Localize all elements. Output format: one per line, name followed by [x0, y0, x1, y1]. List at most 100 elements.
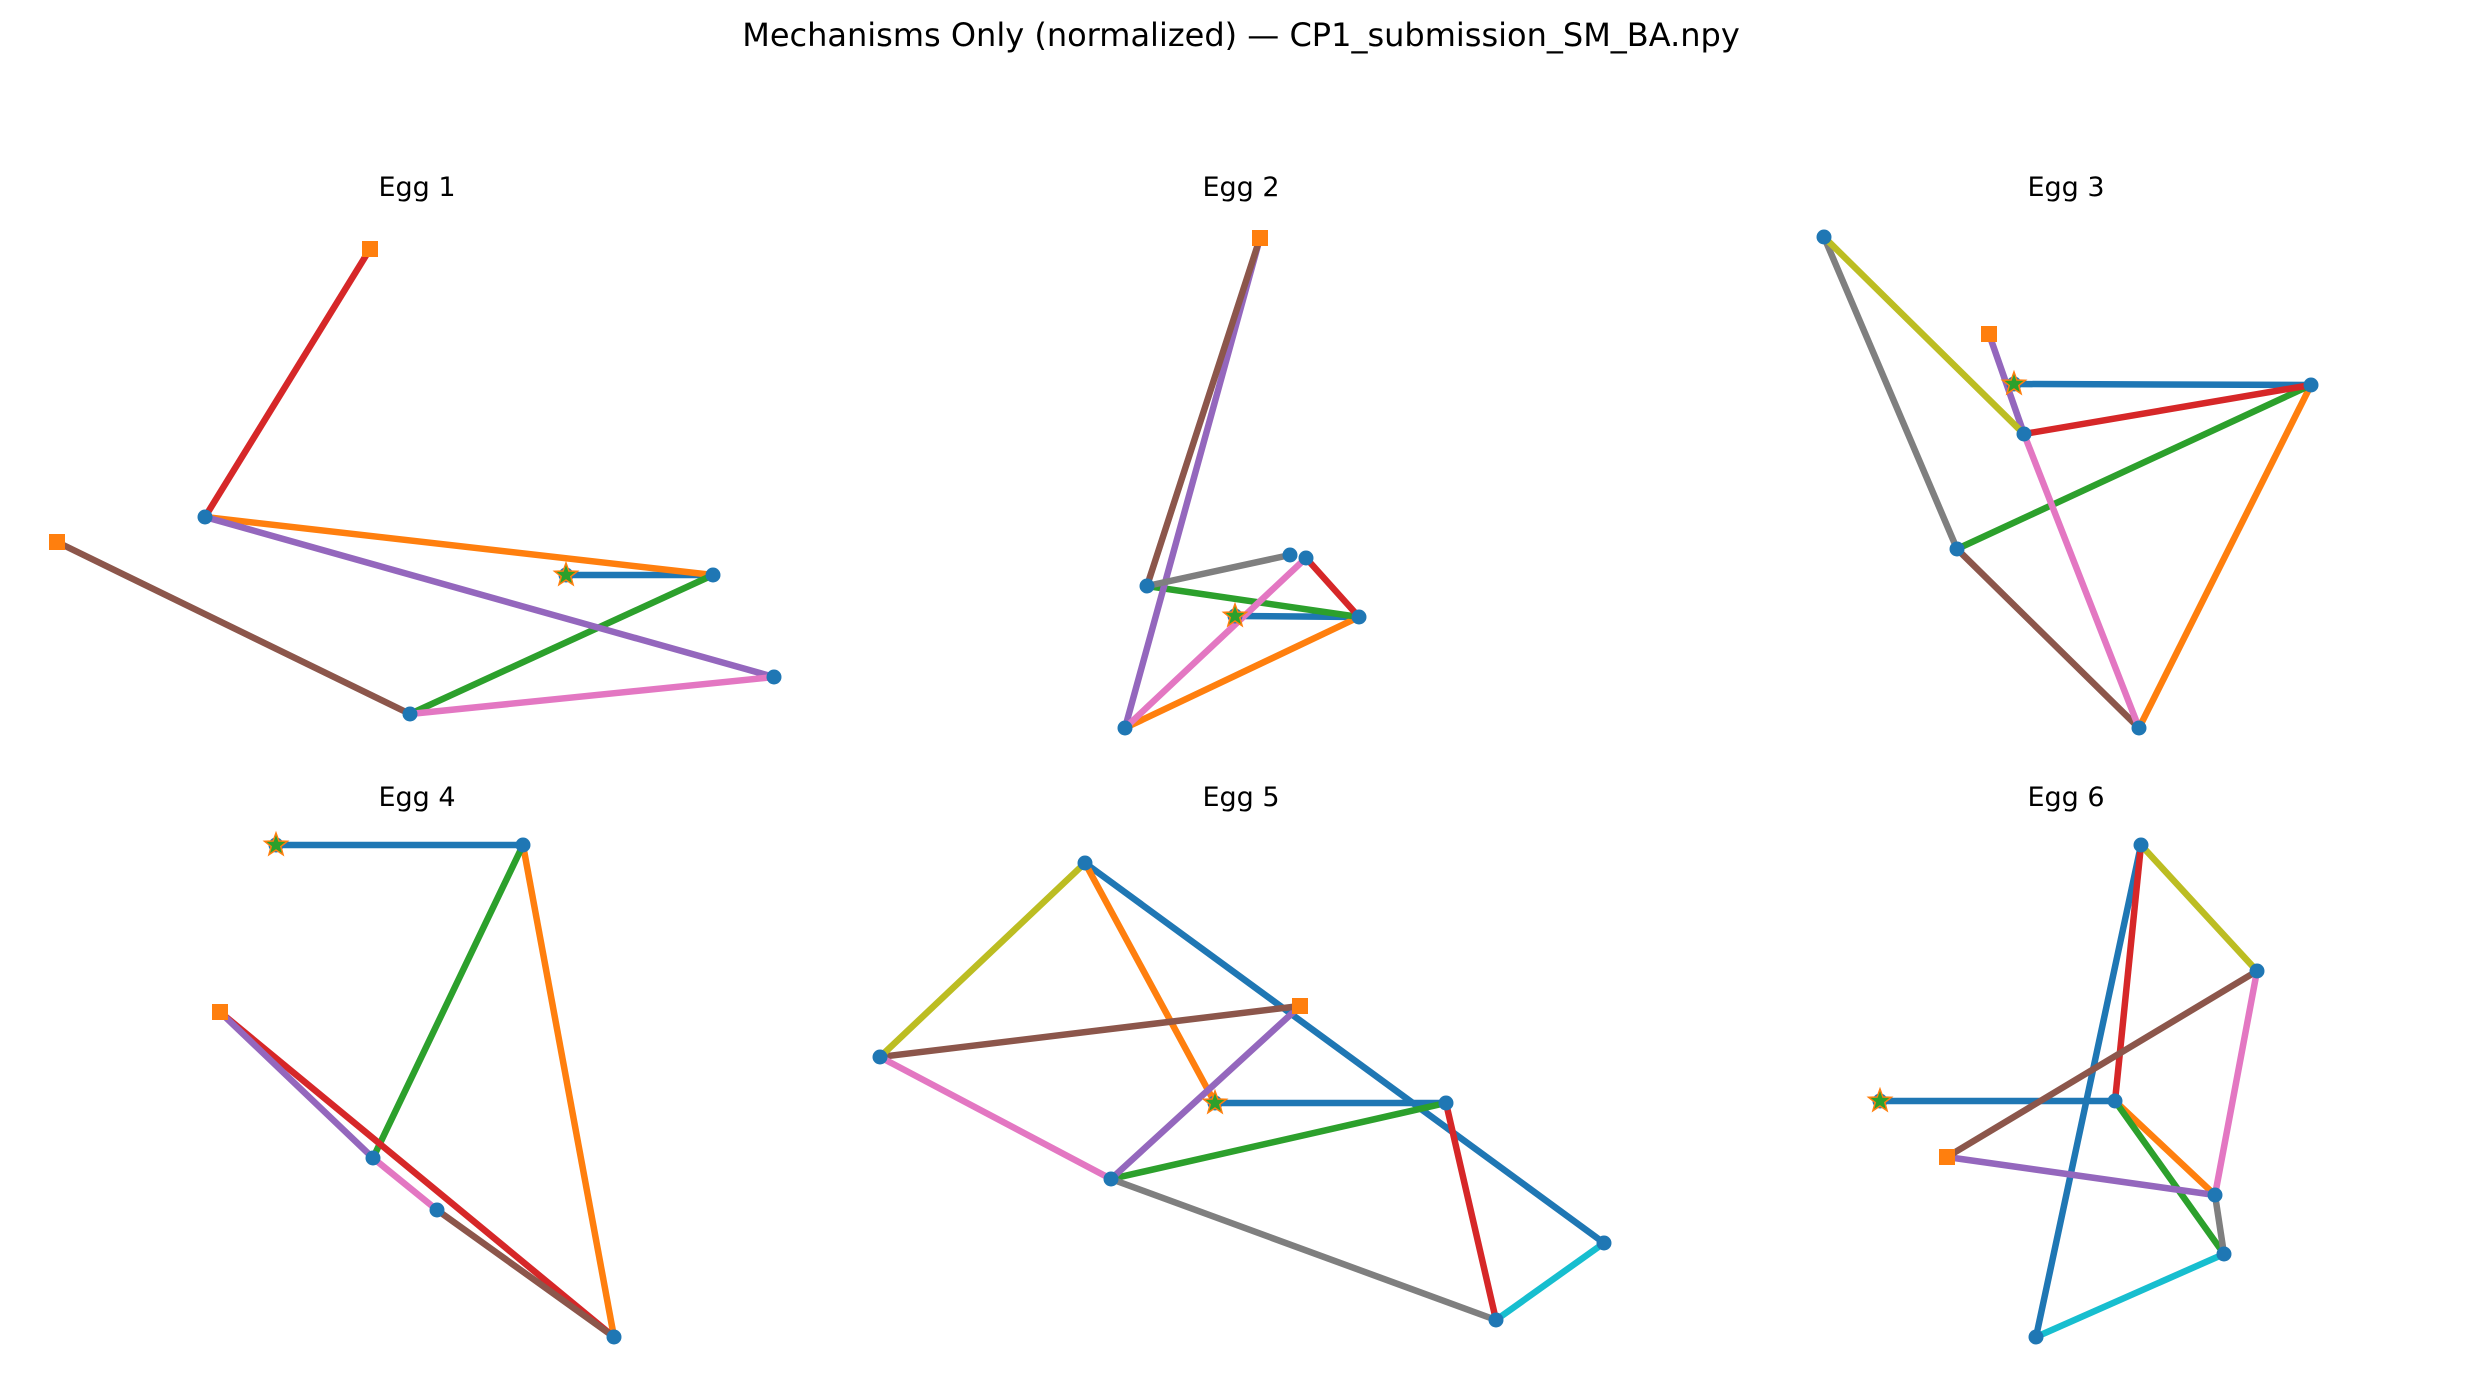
panel-egg-2: Egg 2 — [1117, 172, 1367, 736]
link-bar — [519, 844, 618, 1338]
link-bar — [878, 1054, 1113, 1182]
link-bar — [435, 1207, 616, 1340]
joint-marker — [2216, 1246, 2232, 1262]
joint-marker — [429, 1202, 445, 1218]
joint-marker — [1488, 1312, 1504, 1328]
link-bar — [204, 513, 714, 579]
link-bar — [370, 843, 526, 1160]
link-bar — [1146, 551, 1291, 590]
mechanism-egg-3 — [1816, 229, 2319, 736]
link-bar — [2136, 383, 2314, 730]
link-bar — [1082, 861, 1218, 1105]
fixed-pivot-marker — [49, 534, 65, 550]
fixed-pivot-marker — [1292, 998, 1308, 1014]
panel-egg-6: Egg 6 — [1866, 782, 2265, 1345]
joint-marker — [1596, 1235, 1612, 1251]
fixed-pivot-marker — [1981, 326, 1997, 342]
panel-title: Egg 5 — [1202, 782, 1279, 813]
link-bar — [2032, 844, 2145, 1338]
fixed-pivot-marker — [1939, 1149, 1955, 1165]
joint-marker — [1949, 541, 1965, 557]
joint-marker — [872, 1049, 888, 1065]
panel-egg-1: Egg 1 — [49, 172, 782, 722]
link-bar — [1442, 1102, 1500, 1321]
joint-marker — [606, 1329, 622, 1345]
link-bar — [55, 539, 412, 717]
mechanism-egg-6 — [1866, 837, 2265, 1345]
joint-marker — [197, 509, 213, 525]
link-bar — [1108, 1003, 1303, 1182]
link-bar — [1494, 1240, 1606, 1323]
joint-marker — [365, 1150, 381, 1166]
link-bar — [2020, 432, 2143, 730]
joint-marker — [2303, 377, 2319, 393]
link-bar — [2111, 844, 2145, 1102]
motor-star-marker — [552, 560, 580, 587]
link-bar — [1083, 860, 1606, 1246]
link-bar — [1110, 1099, 1447, 1183]
link-bar — [2034, 1251, 2226, 1340]
joint-marker — [1117, 720, 1133, 736]
joint-marker — [705, 567, 721, 583]
joint-marker — [2249, 963, 2265, 979]
joint-marker — [2028, 1329, 2044, 1345]
joint-marker — [1077, 855, 1093, 871]
joint-marker — [1816, 229, 1832, 245]
panel-title: Egg 1 — [378, 172, 455, 203]
motor-star-marker — [262, 830, 290, 857]
link-bar — [1146, 582, 1360, 621]
fixed-pivot-marker — [362, 241, 378, 257]
link-bar — [1821, 234, 2027, 437]
link-bar — [1946, 1153, 2216, 1199]
link-bar — [1123, 614, 1361, 731]
link-bar — [2211, 970, 2261, 1196]
link-bar — [877, 860, 1088, 1060]
motor-star-marker — [1201, 1088, 1229, 1115]
joint-marker — [2133, 837, 2149, 853]
link-bar — [204, 513, 775, 681]
link-bar — [217, 1009, 617, 1340]
joint-marker — [2207, 1187, 2223, 1203]
panel-title: Egg 6 — [2027, 782, 2104, 813]
motor-star-marker — [1221, 601, 1249, 628]
link-bar — [2023, 381, 2312, 438]
joint-marker — [1298, 550, 1314, 566]
panel-egg-3: Egg 3 — [1816, 172, 2319, 736]
panel-egg-4: Egg 4 — [212, 782, 622, 1345]
panel-egg-5: Egg 5 — [872, 782, 1612, 1328]
link-bar — [1143, 236, 1264, 588]
joint-marker — [2016, 426, 2032, 442]
link-bar — [1955, 382, 2313, 552]
fixed-pivot-marker — [1252, 230, 1268, 246]
link-bar — [409, 673, 775, 718]
panel-title: Egg 2 — [1202, 172, 1279, 203]
joint-marker — [1351, 609, 1367, 625]
link-bar — [370, 1155, 440, 1213]
mechanism-egg-5 — [872, 855, 1612, 1328]
panel-title: Egg 4 — [378, 782, 455, 813]
panel-title: Egg 3 — [2027, 172, 2104, 203]
link-bar — [1303, 555, 1362, 620]
link-bar — [2013, 380, 2312, 389]
mechanism-egg-1 — [49, 241, 782, 722]
mechanism-egg-4 — [212, 830, 622, 1345]
joint-marker — [515, 837, 531, 853]
motor-star-marker — [2000, 369, 2028, 396]
link-bar — [1821, 235, 1960, 551]
link-bar — [2211, 1194, 2228, 1255]
motor-star-marker — [1866, 1086, 1894, 1113]
joint-marker — [766, 669, 782, 685]
link-bar — [1945, 968, 2259, 1160]
link-bar — [1122, 555, 1309, 731]
link-bar — [879, 1002, 1301, 1061]
joint-marker — [1103, 1171, 1119, 1187]
link-bar — [2138, 842, 2260, 974]
joint-marker — [2131, 720, 2147, 736]
link-bar — [202, 247, 373, 519]
joint-marker — [402, 706, 418, 722]
joint-marker — [1139, 578, 1155, 594]
link-bar — [2112, 1098, 2218, 1198]
link-bar — [2112, 1099, 2227, 1256]
link-bar — [1121, 237, 1264, 729]
